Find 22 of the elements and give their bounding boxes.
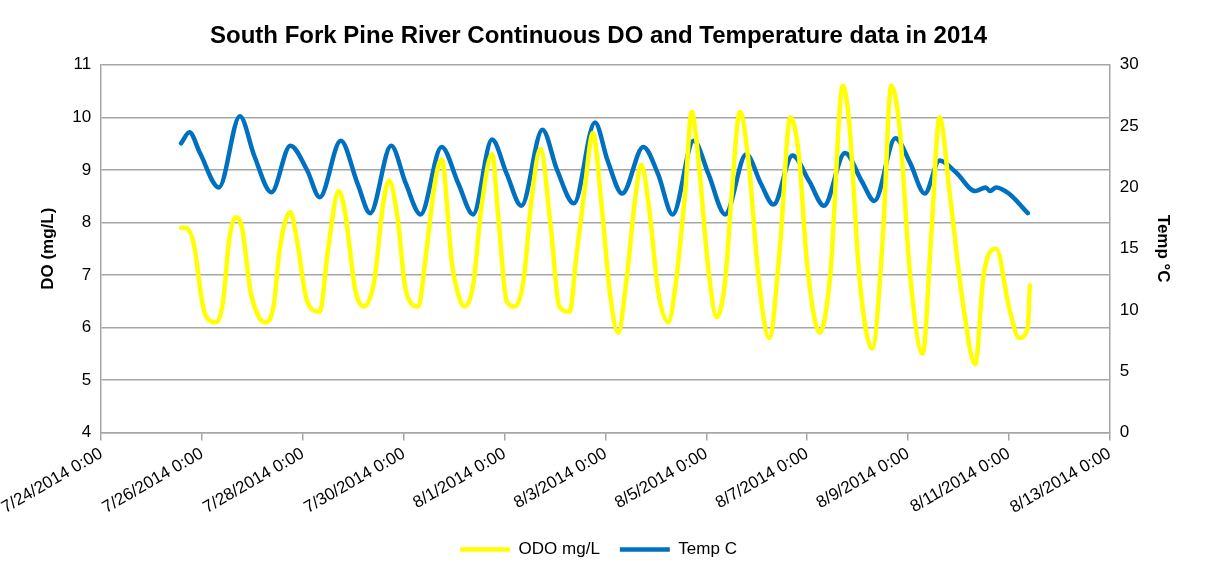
- y2-tick-label: 15: [1119, 238, 1139, 258]
- y-tick-label: 10: [72, 107, 92, 127]
- y2-tick-label: 30: [1119, 54, 1139, 74]
- y2-tick-label: 5: [1119, 361, 1130, 380]
- y-axis-title: DO (mg/L): [37, 207, 57, 290]
- y2-tick-label: 0: [1119, 422, 1130, 442]
- legend-label: ODO mg/L: [518, 539, 600, 559]
- chart-title: South Fork Pine River Continuous DO and Temperature data in 2014: [209, 21, 988, 49]
- y-tick-label: 7: [81, 264, 92, 284]
- y2-tick-label: 20: [1119, 177, 1139, 197]
- y2-tick-label: 25: [1119, 115, 1139, 135]
- y-tick-label: 8: [81, 212, 92, 232]
- y-tick-label: 11: [73, 54, 92, 74]
- line-series: [178, 114, 1030, 217]
- line-series: [178, 83, 1033, 367]
- y-tick-label: 4: [81, 422, 92, 442]
- y2-axis-title: Temp °C: [1154, 214, 1174, 283]
- legend-label: Temp C: [678, 539, 737, 559]
- y-tick-label: 5: [81, 369, 92, 389]
- y2-tick-label: 10: [1119, 299, 1139, 319]
- y-tick-label: 6: [81, 317, 92, 337]
- y-tick-label: 9: [81, 159, 92, 179]
